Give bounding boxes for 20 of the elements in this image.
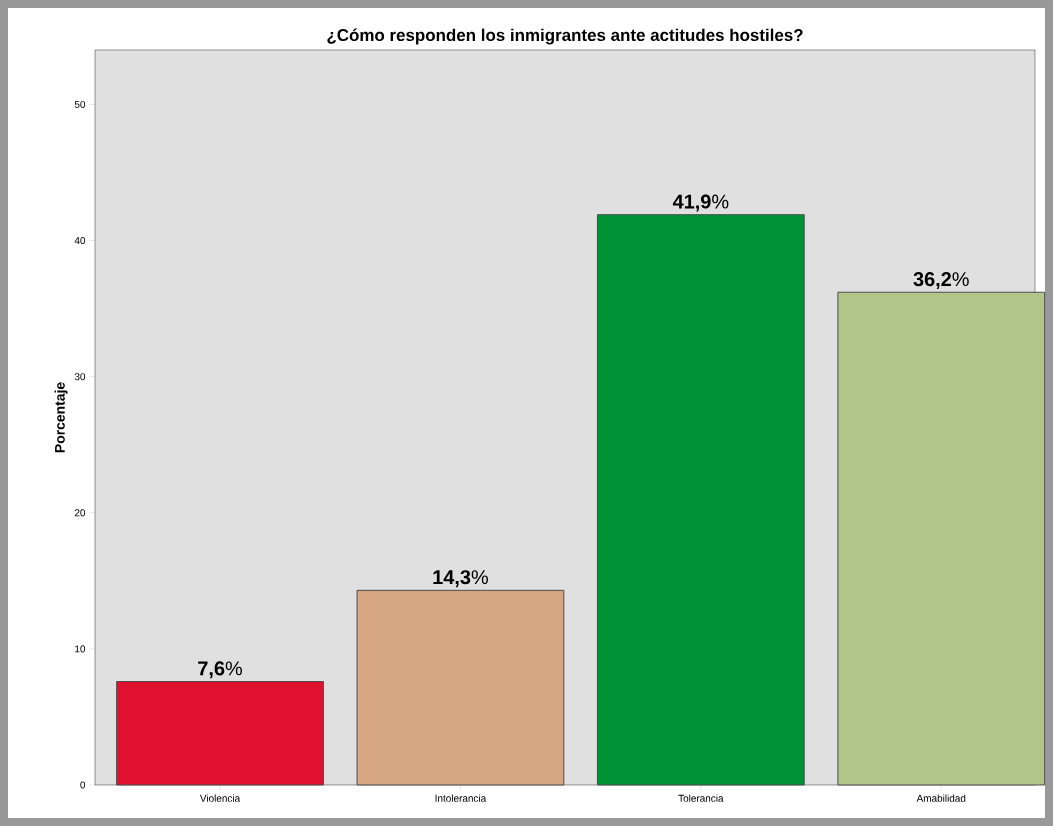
y-axis-title: Porcentaje (54, 382, 68, 453)
bar (116, 681, 324, 786)
y-tick-label: 0 (80, 781, 86, 789)
x-tick-label: Violencia (199, 794, 241, 802)
x-tick-label: Tolerancia (678, 794, 724, 802)
bar (356, 589, 565, 786)
x-tick-label: Intolerancia (435, 794, 487, 802)
bar (837, 291, 1046, 786)
data-label: 14,3% (433, 570, 488, 588)
y-tick-label: 10 (75, 645, 86, 653)
y-tick-label: 50 (74, 100, 86, 108)
data-label: 36,2% (913, 272, 969, 290)
data-label: 41,9% (672, 194, 729, 212)
data-label: 7,6% (198, 661, 243, 679)
y-tick-label: 40 (74, 237, 86, 245)
x-tick-label: Amabilidad (916, 794, 966, 802)
chart-title: ¿Cómo responden los inmigrantes ante actitudes hostiles? (327, 28, 803, 45)
bar (596, 214, 805, 786)
y-tick-label: 30 (74, 373, 86, 381)
y-tick-label: 20 (74, 509, 86, 517)
